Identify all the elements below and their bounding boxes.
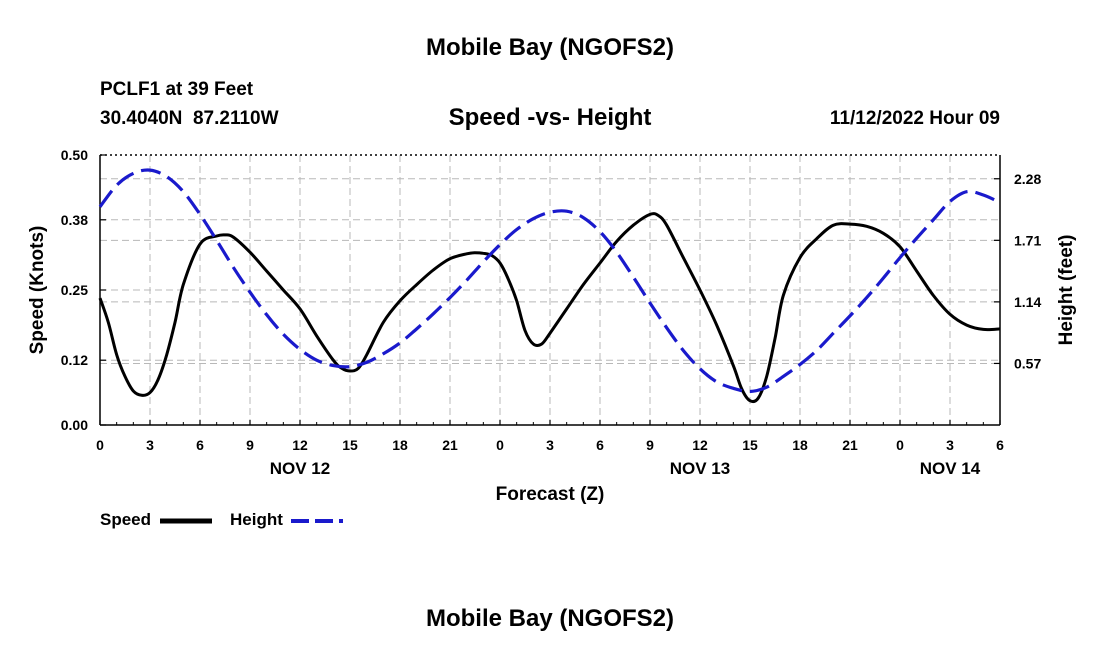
legend: Speed Height <box>100 510 343 529</box>
x-tick-label: 12 <box>292 437 308 453</box>
x-tick-label: 0 <box>96 437 104 453</box>
y2-tick-label: 1.71 <box>1014 232 1041 248</box>
y-tick-label: 0.00 <box>61 417 88 433</box>
date-label: NOV 13 <box>670 459 730 478</box>
coordinates-label: 30.4040N 87.2110W <box>100 108 279 129</box>
x-tick-label: 12 <box>692 437 708 453</box>
main-title: Mobile Bay (NGOFS2) <box>426 34 674 61</box>
series-line-height <box>98 168 1001 394</box>
y2-tick-label: 0.57 <box>1014 355 1041 371</box>
x-axis-title: Forecast (Z) <box>496 484 605 505</box>
x-tick-label: 6 <box>996 437 1004 453</box>
x-tick-label: 9 <box>246 437 254 453</box>
x-tick-label: 3 <box>146 437 154 453</box>
x-tick-label: 0 <box>496 437 504 453</box>
y-tick-label: 0.12 <box>61 352 88 368</box>
axes <box>99 154 1001 426</box>
axis-labels: 0 3 6 9 12 15 18 21 0 3 6 9 12 15 18 21 0 3 6 NOV 12 NOV 13 N… <box>61 147 1042 478</box>
x-tick-label: 6 <box>196 437 204 453</box>
y-tick-label: 0.50 <box>61 147 88 163</box>
x-tick-label: 21 <box>842 437 858 453</box>
legend-speed-label: Speed <box>100 510 151 529</box>
x-tick-label: 3 <box>946 437 954 453</box>
x-tick-label: 3 <box>546 437 554 453</box>
y2-axis-title: Height (feet) <box>1056 235 1077 346</box>
station-label: PCLF1 at 39 Feet <box>100 79 254 100</box>
x-tick-label: 9 <box>646 437 654 453</box>
y2-tick-label: 1.14 <box>1014 294 1041 310</box>
date-label: NOV 12 <box>270 459 330 478</box>
x-tick-label: 15 <box>742 437 758 453</box>
date-label: NOV 14 <box>920 459 981 478</box>
series-line-speed <box>98 212 1001 404</box>
y-tick-label: 0.25 <box>61 282 88 298</box>
grid <box>100 155 1000 425</box>
x-tick-label: 18 <box>392 437 408 453</box>
y-axis-title: Speed (Knots) <box>27 226 48 355</box>
chart-subtitle: Speed -vs- Height <box>449 104 652 131</box>
y-tick-label: 0.38 <box>61 212 88 228</box>
x-tick-label: 21 <box>442 437 458 453</box>
forecast-timestamp: 11/12/2022 Hour 09 <box>830 108 1000 129</box>
x-tick-label: 0 <box>896 437 904 453</box>
y2-tick-label: 2.28 <box>1014 171 1041 187</box>
x-tick-label: 18 <box>792 437 808 453</box>
series-lines <box>98 168 1001 404</box>
legend-height-label: Height <box>230 510 283 529</box>
x-tick-label: 6 <box>596 437 604 453</box>
footer-title: Mobile Bay (NGOFS2) <box>426 605 674 632</box>
x-tick-label: 15 <box>342 437 358 453</box>
